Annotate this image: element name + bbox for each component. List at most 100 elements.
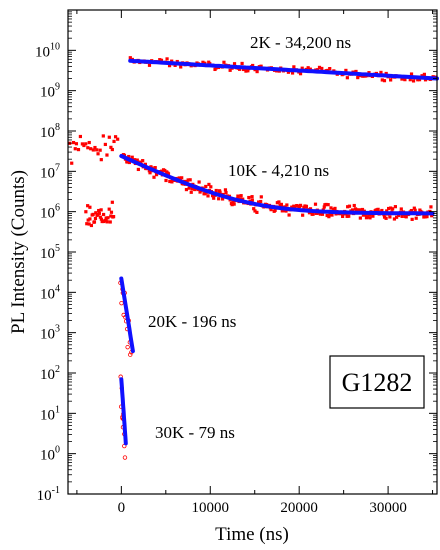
data-point-10k: [322, 205, 326, 209]
data-point-10k: [384, 216, 388, 220]
x-tick-label: 30000: [369, 500, 407, 516]
data-point-2k: [354, 69, 358, 74]
data-point-10k-pretrigger: [89, 223, 94, 228]
data-point-10k: [160, 169, 164, 173]
y-tick-label: 101: [40, 404, 60, 423]
data-point-2k: [300, 66, 304, 70]
data-point-2k: [411, 79, 416, 83]
data-point-10k-pretrigger: [110, 147, 114, 152]
data-point-10k: [255, 210, 259, 215]
data-point-10k: [320, 212, 325, 216]
data-point-10k: [393, 205, 397, 209]
data-point-10k: [388, 215, 392, 219]
data-point-10k-pretrigger: [107, 207, 111, 211]
x-tick-label: 0: [118, 500, 126, 516]
data-point-10k-pretrigger: [89, 147, 93, 151]
data-point-10k: [347, 214, 351, 218]
data-point-2k: [345, 76, 349, 80]
data-point-2k: [422, 72, 426, 76]
data-point-10k: [209, 185, 213, 189]
data-point-10k: [314, 211, 318, 215]
data-point-10k: [125, 160, 130, 164]
data-point-2k: [382, 79, 387, 83]
data-point-10k: [193, 187, 197, 192]
data-point-10k: [360, 207, 365, 212]
data-point-10k: [253, 209, 257, 213]
data-point-10k: [250, 198, 254, 202]
data-point-10k-pretrigger: [93, 216, 98, 221]
data-point-10k-pretrigger: [91, 148, 95, 152]
data-point-30k: [122, 455, 128, 460]
data-point-10k-pretrigger: [82, 143, 86, 148]
y-axis-title: PL Intensity (Counts): [8, 170, 29, 334]
data-point-10k: [365, 215, 369, 219]
data-point-2k: [238, 67, 242, 71]
data-point-10k: [368, 216, 372, 220]
y-tick-label: 108: [40, 122, 60, 141]
data-point-10k-pretrigger: [105, 153, 109, 157]
data-point-10k: [133, 158, 137, 162]
fit-line-30k: [119, 377, 128, 446]
data-point-10k: [252, 207, 256, 211]
data-point-2k: [320, 66, 324, 71]
data-point-2k: [158, 58, 162, 62]
sample-label-box: G1282: [329, 355, 425, 409]
y-tick-label: 105: [40, 243, 60, 262]
data-point-10k: [414, 216, 418, 220]
data-point-10k: [404, 215, 408, 219]
fit-line-10k: [119, 154, 435, 216]
data-point-2k: [259, 64, 263, 68]
data-point-10k: [147, 169, 151, 173]
data-point-10k: [285, 203, 289, 207]
data-point-2k: [384, 71, 388, 76]
data-point-10k-pretrigger: [101, 212, 106, 217]
data-point-2k: [356, 75, 360, 80]
data-point-10k: [223, 188, 228, 192]
data-point-10k: [412, 206, 416, 210]
data-point-10k: [324, 202, 328, 207]
data-point-10k-pretrigger: [103, 142, 107, 147]
data-point-10k: [207, 182, 211, 187]
data-point-10k: [197, 180, 201, 184]
data-point-10k-pretrigger: [85, 222, 89, 226]
y-tick-label: 1010: [35, 41, 60, 60]
data-point-10k-pretrigger: [112, 139, 116, 144]
data-point-20k: [119, 300, 124, 306]
data-point-10k: [430, 214, 434, 218]
data-point-10k-pretrigger: [111, 215, 116, 219]
data-point-10k-pretrigger: [87, 222, 91, 226]
data-point-10k: [190, 187, 194, 191]
data-point-10k: [188, 178, 192, 182]
data-point-10k: [308, 207, 313, 211]
data-point-10k: [256, 200, 261, 204]
y-tick-label: 107: [40, 162, 60, 181]
annotation-10k: 10K - 4,210 ns: [228, 161, 329, 180]
data-point-10k: [311, 212, 315, 216]
data-point-10k: [329, 206, 333, 210]
data-point-10k: [135, 158, 139, 162]
data-point-10k-pretrigger: [106, 216, 110, 220]
sample-label: G1282: [342, 368, 413, 397]
data-point-10k: [152, 175, 156, 179]
data-point-10k-pretrigger: [93, 145, 97, 150]
y-tick-label: 102: [40, 364, 60, 383]
data-point-2k: [417, 78, 422, 82]
data-point-10k: [168, 179, 172, 184]
data-point-10k: [259, 199, 263, 204]
data-point-10k: [163, 168, 167, 173]
data-point-10k: [313, 202, 318, 206]
data-point-10k: [231, 200, 235, 205]
data-point-10k: [247, 195, 251, 200]
axes: 0 10000 20000 30000 10-1 100 101 102 103 104 105 10…: [35, 10, 437, 516]
data-point-10k: [130, 155, 134, 159]
data-point-10k: [279, 202, 283, 206]
data-point-10k-pretrigger: [97, 211, 101, 215]
fit-layer: [119, 58, 439, 446]
data-point-10k: [346, 205, 350, 209]
data-point-10k: [330, 213, 334, 217]
data-point-10k: [371, 214, 375, 218]
data-point-10k: [166, 172, 171, 176]
data-point-10k-pretrigger: [98, 148, 102, 152]
data-point-10k-pretrigger: [87, 140, 91, 145]
data-point-20k: [128, 352, 133, 357]
